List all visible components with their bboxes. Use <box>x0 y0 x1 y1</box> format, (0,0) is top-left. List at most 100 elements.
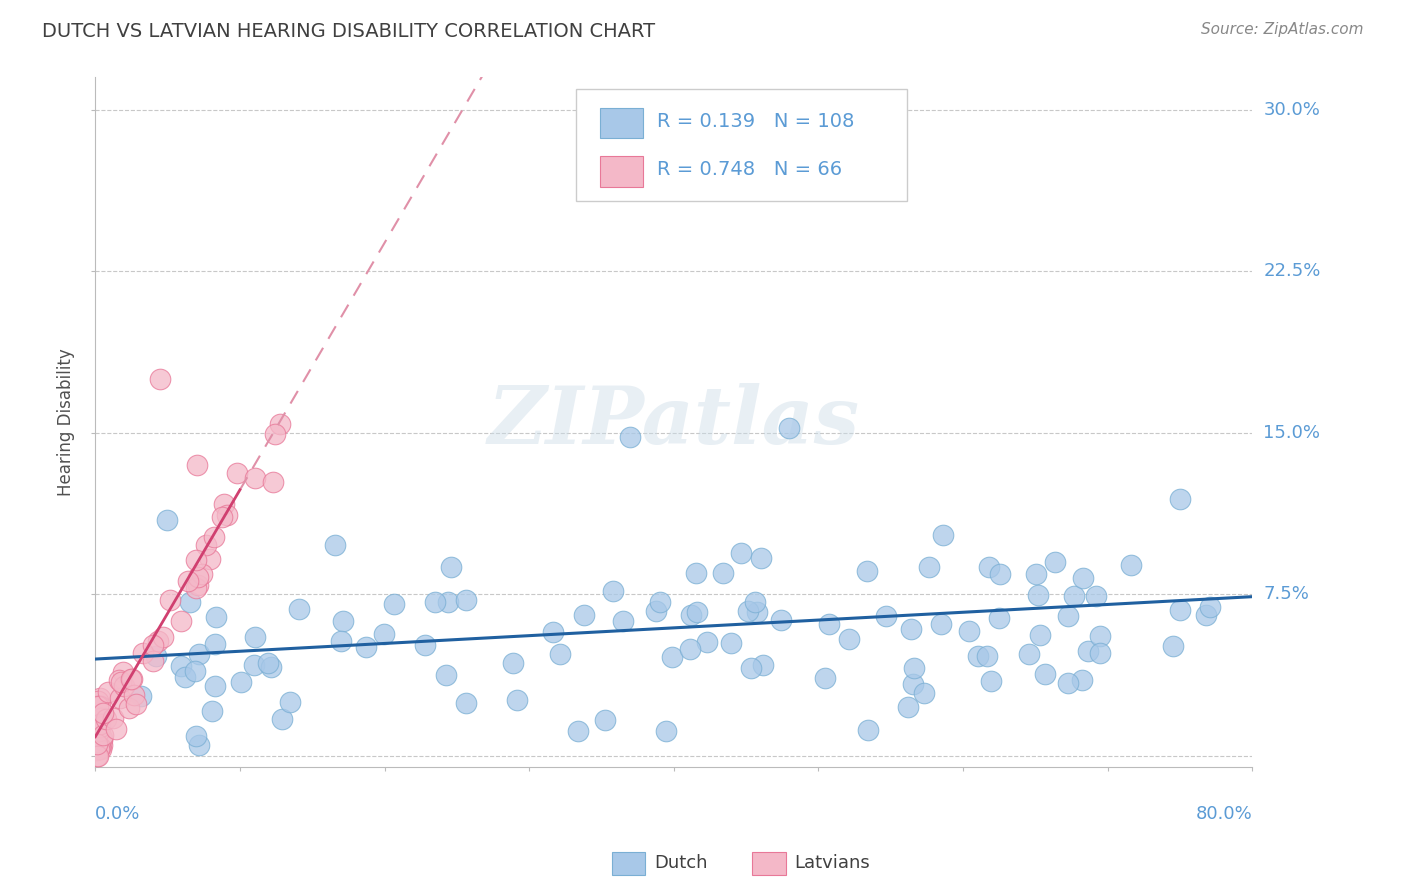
Dutch <box>1063 589 1085 603</box>
Dutch <box>1088 629 1111 643</box>
Latvians <box>90 711 112 725</box>
Dutch <box>679 607 702 622</box>
Dutch <box>201 704 224 718</box>
Dutch <box>1195 608 1218 623</box>
Latvians <box>89 720 111 734</box>
Latvians <box>86 737 108 751</box>
Dutch <box>957 624 980 638</box>
Dutch <box>979 560 1001 574</box>
Dutch <box>330 634 353 648</box>
Dutch <box>183 664 205 678</box>
Latvians <box>91 738 114 752</box>
Dutch <box>1025 566 1047 581</box>
Dutch <box>186 729 208 743</box>
Text: ZIPatlas: ZIPatlas <box>488 384 860 461</box>
Latvians <box>89 716 111 731</box>
Dutch <box>990 567 1012 582</box>
Dutch <box>918 559 941 574</box>
Latvians <box>148 634 170 648</box>
Latvians <box>120 672 142 686</box>
Dutch <box>931 616 953 631</box>
Latvians <box>177 574 200 588</box>
Latvians <box>91 706 114 720</box>
Latvians <box>269 417 291 432</box>
Latvians <box>186 553 208 567</box>
Dutch <box>245 630 267 644</box>
Dutch <box>1028 627 1050 641</box>
Latvians <box>112 680 135 694</box>
Latvians <box>142 638 165 652</box>
Latvians <box>187 569 209 583</box>
Text: 0.0%: 0.0% <box>96 805 141 823</box>
Dutch <box>1070 673 1092 687</box>
Dutch <box>187 738 209 752</box>
Dutch <box>156 513 179 527</box>
Dutch <box>288 601 311 615</box>
Dutch <box>440 559 463 574</box>
Latvians <box>226 466 249 480</box>
Latvians <box>108 690 131 705</box>
Dutch <box>602 584 624 599</box>
Dutch <box>413 639 436 653</box>
Dutch <box>976 648 998 663</box>
Text: 22.5%: 22.5% <box>1264 262 1320 280</box>
Dutch <box>373 626 395 640</box>
Latvians <box>118 701 141 715</box>
Dutch <box>260 660 283 674</box>
Text: Latvians: Latvians <box>794 855 870 872</box>
Dutch <box>1119 558 1142 572</box>
Dutch <box>711 566 734 581</box>
Dutch <box>744 595 766 609</box>
Dutch <box>229 675 252 690</box>
Dutch <box>619 430 641 444</box>
Dutch <box>778 421 800 435</box>
Dutch <box>875 608 897 623</box>
Latvians <box>125 697 148 711</box>
Dutch <box>814 671 837 685</box>
Dutch <box>679 641 702 656</box>
Latvians <box>198 552 221 566</box>
Dutch <box>1077 644 1099 658</box>
Dutch <box>1033 666 1056 681</box>
Dutch <box>145 649 167 664</box>
Dutch <box>204 609 226 624</box>
Dutch <box>980 673 1002 688</box>
Latvians <box>152 630 174 644</box>
Latvians <box>211 510 233 524</box>
Latvians <box>187 578 209 592</box>
Latvians <box>212 497 235 511</box>
Dutch <box>650 595 672 609</box>
Dutch <box>855 565 877 579</box>
Latvians <box>87 718 110 732</box>
Dutch <box>332 614 354 628</box>
Dutch <box>572 608 595 623</box>
Latvians <box>194 538 217 552</box>
Latvians <box>263 427 285 442</box>
Latvians <box>142 654 165 668</box>
Latvians <box>112 665 135 680</box>
Latvians <box>132 647 155 661</box>
Latvians <box>262 475 284 489</box>
Dutch <box>967 648 990 663</box>
Latvians <box>122 688 145 702</box>
Dutch <box>1043 555 1066 569</box>
Latvians <box>101 711 124 725</box>
Dutch <box>204 637 226 651</box>
Dutch <box>644 604 666 618</box>
Latvians <box>86 748 108 763</box>
Dutch <box>174 670 197 684</box>
Dutch <box>1199 599 1222 614</box>
Dutch <box>1161 639 1184 653</box>
Dutch <box>730 547 752 561</box>
Dutch <box>1168 491 1191 506</box>
Dutch <box>900 622 922 636</box>
Text: 15.0%: 15.0% <box>1264 424 1320 442</box>
Dutch <box>243 658 266 673</box>
Dutch <box>425 595 447 609</box>
Dutch <box>987 611 1010 625</box>
Dutch <box>502 656 524 670</box>
Latvians <box>90 733 112 747</box>
Dutch <box>278 695 301 709</box>
Dutch <box>903 676 925 690</box>
Latvians <box>104 723 127 737</box>
